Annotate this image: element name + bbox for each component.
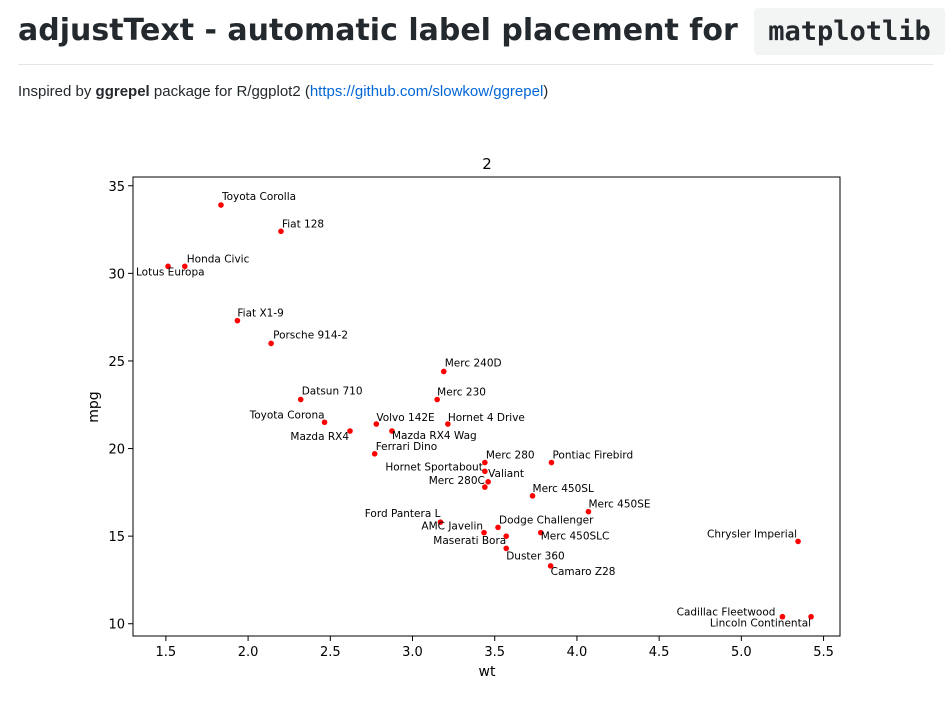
data-point-label: Merc 240D — [445, 357, 502, 369]
y-tick-label: 15 — [108, 530, 125, 545]
data-point-label: Merc 450SL — [533, 483, 594, 495]
data-point — [529, 493, 536, 499]
x-axis: 1.5 2.0 2.5 3.0 3.5 4.0 4.5 5.0 5.5 — [156, 636, 834, 660]
data-point-label: Lincoln Continental — [710, 618, 811, 630]
data-point — [297, 396, 304, 403]
data-point — [440, 368, 447, 375]
chart-title: 2 — [482, 155, 492, 173]
data-point — [503, 545, 510, 552]
data-point-label: Maserati Bora — [433, 535, 506, 547]
page-title-text: adjustText - automatic label placement f… — [18, 13, 738, 48]
data-point — [779, 613, 786, 620]
data-point — [481, 529, 487, 536]
data-point — [485, 479, 491, 485]
data-point-label: Mazda RX4 — [290, 431, 349, 443]
x-tick-label: 2.5 — [320, 645, 341, 660]
y-tick-label: 35 — [108, 180, 125, 195]
data-point — [482, 459, 488, 466]
y-tick-label: 20 — [108, 443, 125, 458]
data-point — [482, 468, 488, 475]
data-point — [278, 228, 284, 235]
data-point — [218, 202, 224, 208]
data-point — [437, 519, 444, 525]
data-point-label: Datsun 710 — [302, 385, 363, 397]
data-point-label: Valiant — [488, 468, 524, 480]
data-point — [537, 529, 544, 536]
intro-middle: package for R/ggplot2 ( — [149, 83, 310, 100]
x-tick-label: 2.0 — [238, 645, 259, 660]
page-header: adjustText - automatic label placement f… — [18, 6, 945, 65]
data-point-label: Pontiac Firebird — [552, 450, 633, 462]
y-tick-label: 30 — [108, 267, 125, 282]
y-axis-title: mpg — [86, 391, 102, 422]
data-point — [347, 428, 353, 434]
intro-suffix: ) — [543, 83, 549, 100]
data-point-label: Merc 450SE — [588, 499, 650, 511]
data-point-label: Chrysler Imperial — [707, 528, 797, 540]
y-tick-label: 10 — [108, 618, 125, 633]
data-point-label: Merc 450SLC — [541, 531, 610, 543]
x-tick-label: 5.0 — [731, 645, 752, 660]
data-point — [321, 419, 328, 426]
data-point — [547, 563, 554, 569]
data-point — [181, 263, 188, 270]
data-point-label: Fiat 128 — [282, 218, 324, 230]
data-point-label: Lotus Europa — [136, 266, 205, 278]
data-point-label: Ford Pantera L — [365, 508, 441, 520]
data-point — [808, 613, 814, 620]
data-point-label: Porsche 914-2 — [273, 329, 348, 341]
data-point-label: Ferrari Dino — [376, 441, 437, 453]
y-tick-label: 25 — [108, 355, 125, 370]
x-tick-label: 5.5 — [813, 645, 834, 660]
data-point-label: Merc 280 — [486, 450, 535, 462]
data-point-label: Volvo 142E — [376, 412, 434, 424]
page-title-code: matplotlib — [754, 8, 945, 55]
data-point — [503, 533, 510, 539]
data-point — [373, 421, 380, 427]
data-point — [548, 459, 555, 466]
data-point — [795, 538, 801, 545]
data-point-label: Toyota Corona — [249, 409, 325, 421]
data-point — [165, 263, 171, 270]
data-point-label: Cadillac Fleetwood — [677, 607, 776, 619]
data-point — [434, 396, 440, 403]
intro-package-name: ggrepel — [95, 83, 150, 100]
data-point — [482, 484, 488, 490]
x-tick-label: 4.0 — [567, 645, 588, 660]
data-point — [445, 421, 451, 427]
data-point-label: Fiat X1-9 — [237, 308, 283, 320]
data-point-label: Toyota Corolla — [221, 191, 296, 203]
data-point-label: Hornet Sportabout — [385, 461, 483, 473]
data-point — [371, 451, 378, 457]
ggrepel-link[interactable]: https://github.com/slowkow/ggrepel — [309, 83, 544, 100]
data-point-label: Hornet 4 Drive — [448, 412, 525, 424]
intro-prefix: Inspired by — [18, 83, 96, 100]
data-point-label: Camaro Z28 — [551, 566, 616, 578]
data-point — [495, 524, 501, 531]
data-point-label: Dodge Challenger — [499, 514, 594, 526]
y-axis: 10 15 20 25 30 35 — [108, 180, 133, 633]
x-tick-label: 3.0 — [402, 645, 423, 660]
data-point — [234, 317, 241, 324]
x-tick-label: 3.5 — [484, 645, 505, 660]
x-tick-label: 4.5 — [649, 645, 670, 660]
data-point — [389, 428, 395, 434]
data-point-label: AMC Javelin — [421, 521, 483, 533]
data-point-label: Merc 280C — [429, 475, 485, 487]
data-point-label: Mazda RX4 Wag — [392, 430, 477, 442]
data-point — [268, 340, 274, 347]
x-axis-title: wt — [479, 664, 496, 680]
plot-frame — [132, 176, 841, 637]
data-points — [165, 202, 814, 620]
data-point — [585, 508, 592, 515]
x-tick-label: 1.5 — [156, 645, 177, 660]
data-point-label: Duster 360 — [506, 550, 564, 562]
data-point-label: Merc 230 — [437, 386, 486, 398]
page-title: adjustText - automatic label placement f… — [18, 8, 945, 55]
data-point-label: Honda Civic — [187, 253, 250, 265]
intro-paragraph: Inspired by ggrepel package for R/ggplot… — [18, 83, 548, 100]
